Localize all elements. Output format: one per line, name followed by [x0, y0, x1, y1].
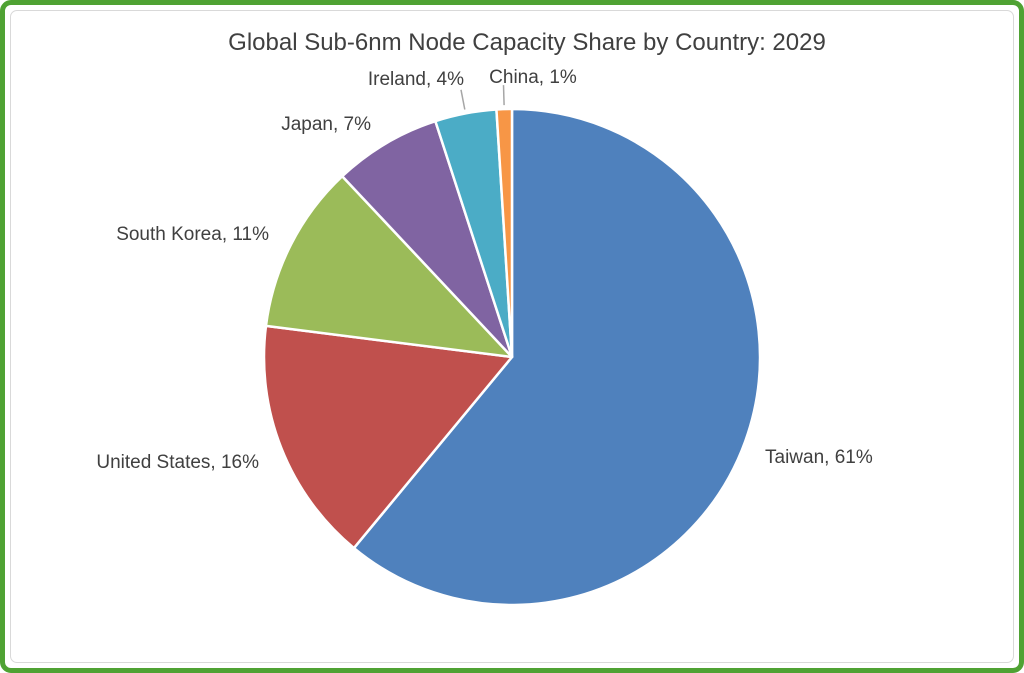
- chart-title: Global Sub-6nm Node Capacity Share by Co…: [228, 29, 826, 56]
- slice-label-ireland: Ireland, 4%: [368, 69, 464, 90]
- slice-label-united-states: United States, 16%: [96, 452, 259, 473]
- pie-slice-taiwan: [352, 107, 762, 607]
- slice-label-china: China, 1%: [489, 67, 577, 88]
- chart-area-border: [10, 10, 1014, 663]
- pie-slice-china: [495, 107, 514, 359]
- pie-slice-united-states: [262, 324, 514, 550]
- slice-label-japan: Japan, 7%: [281, 114, 371, 135]
- pie-slice-japan: [340, 119, 514, 359]
- pie-slices: [262, 107, 762, 607]
- pie-slice-south-korea: [264, 174, 514, 359]
- leader-line-ireland: [460, 89, 466, 110]
- slice-label-south-korea: South Korea, 11%: [116, 224, 269, 245]
- leader-lines: [460, 85, 505, 110]
- slice-label-taiwan: Taiwan, 61%: [765, 447, 873, 468]
- leader-line-china: [502, 85, 505, 106]
